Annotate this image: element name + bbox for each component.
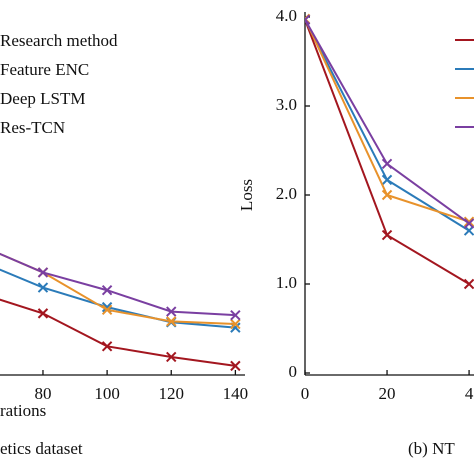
data-point (381, 229, 393, 241)
data-point (381, 174, 393, 186)
series-line (305, 18, 470, 223)
x-axis-label: rations (0, 401, 46, 420)
data-point (463, 278, 474, 290)
data-point (230, 318, 241, 330)
y-tick-label: 3.0 (276, 95, 297, 114)
data-point (305, 14, 311, 25)
plot-area (305, 13, 474, 290)
caption: etics dataset (0, 439, 83, 458)
legend-label: Research method (0, 31, 118, 50)
y-tick-label: 2.0 (276, 184, 297, 203)
x-tick-label: 140 (223, 384, 249, 403)
series-line (305, 19, 470, 285)
data-point (37, 282, 49, 293)
series-line (305, 19, 470, 232)
data-point (37, 308, 49, 319)
x-tick-label: 20 (379, 384, 396, 403)
x-tick-label: 80 (34, 384, 51, 403)
data-point (166, 306, 177, 317)
data-point (381, 158, 393, 170)
data-point (101, 341, 113, 352)
series-line (0, 298, 236, 367)
legend-label: Res-TCN (0, 118, 65, 137)
data-point (37, 267, 49, 278)
data-point (463, 216, 474, 227)
x-tick-label: 0 (301, 384, 310, 403)
data-point (230, 360, 241, 372)
plot-area (0, 252, 241, 372)
caption: (b) NT (408, 439, 455, 458)
y-tick-label: 4.0 (276, 6, 297, 25)
y-tick-label: 0 (289, 362, 298, 381)
x-tick-label: 120 (158, 384, 184, 403)
data-point (463, 218, 474, 229)
data-point (101, 285, 113, 296)
x-tick-label: 100 (94, 384, 120, 403)
data-point (230, 309, 241, 321)
data-point (166, 316, 177, 327)
series-line (0, 252, 236, 317)
x-tick-label: 4 (465, 384, 474, 403)
y-axis-label: Loss (237, 179, 256, 211)
legend-label: Feature ENC (0, 60, 89, 79)
legend-label: Deep LSTM (0, 89, 85, 108)
data-point (101, 304, 113, 316)
y-tick-label: 1.0 (276, 273, 297, 292)
data-point (166, 351, 177, 363)
data-point (381, 189, 393, 201)
